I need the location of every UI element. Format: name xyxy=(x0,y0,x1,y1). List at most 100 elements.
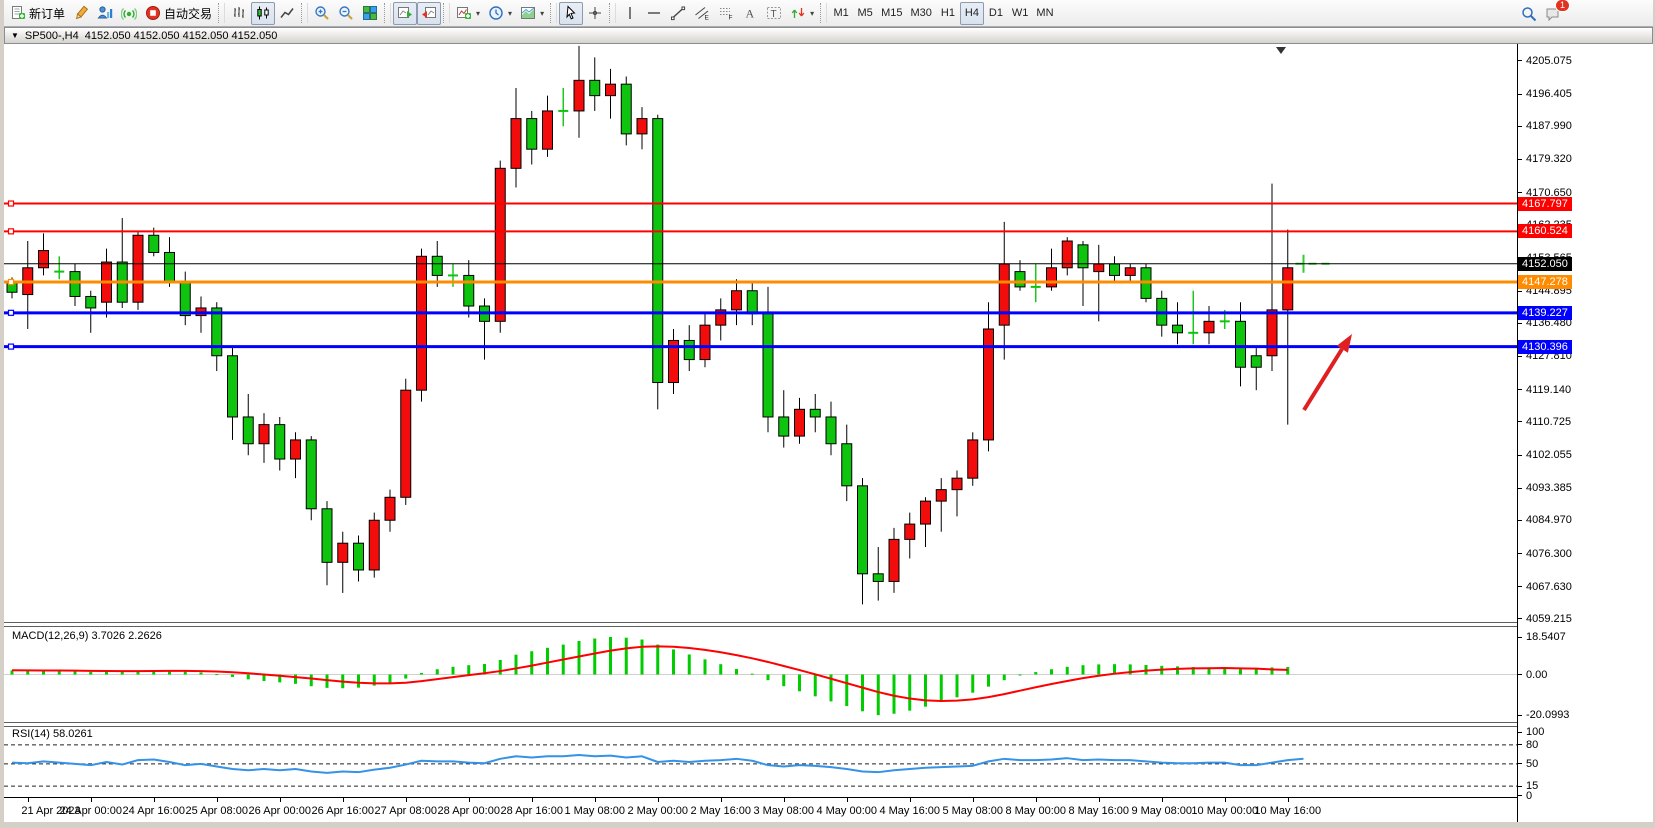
tf-w1-button[interactable]: W1 xyxy=(1008,2,1033,25)
indicators-button[interactable]: ▾ xyxy=(452,2,484,25)
candle xyxy=(699,313,711,368)
horizontal-line-button[interactable] xyxy=(642,2,666,25)
chevron-down-icon[interactable]: ▾ xyxy=(540,8,545,18)
candle xyxy=(904,512,916,559)
toolbar-right: 1 xyxy=(1517,0,1570,26)
vertical-line-icon xyxy=(629,7,631,19)
macd-histogram-bar xyxy=(1254,667,1258,675)
tf-mn-button[interactable]: MN xyxy=(1032,2,1057,25)
time-label: 28 Apr 00:00 xyxy=(437,805,500,817)
tile-windows-button[interactable] xyxy=(358,2,382,25)
macd-histogram-bar xyxy=(10,670,14,675)
zoom-out-button[interactable] xyxy=(334,2,358,25)
trendline-button[interactable] xyxy=(666,2,690,25)
time-tick xyxy=(90,798,92,802)
price-chart-canvas[interactable] xyxy=(4,44,1517,622)
tf-h1-button-label: H1 xyxy=(940,7,955,19)
time-label: 21 Apr 2023 xyxy=(21,805,81,817)
candle xyxy=(935,478,947,532)
candle xyxy=(857,478,868,605)
line-chart-button[interactable] xyxy=(275,2,299,25)
time-tick xyxy=(1035,798,1037,802)
time-tick xyxy=(1287,798,1289,802)
tf-m30-button[interactable]: M30 xyxy=(907,2,936,25)
chevron-down-icon[interactable]: ▾ xyxy=(476,8,481,18)
time-tick xyxy=(909,798,911,802)
rsi-canvas[interactable] xyxy=(4,727,1517,797)
line-anchor-icon[interactable] xyxy=(7,343,15,350)
chart-content: MACD(12,26,9) 3.7026 2.2626 RSI(14) 58.0… xyxy=(4,44,1653,822)
svg-text:A: A xyxy=(746,7,755,21)
algo-trading-button[interactable]: 自动交易 xyxy=(141,2,216,25)
vertical-line-button[interactable] xyxy=(618,2,642,25)
tf-d1-button[interactable]: D1 xyxy=(984,2,1008,25)
time-tick xyxy=(405,798,407,802)
chart-shift-icon xyxy=(422,7,437,18)
rsi-panel[interactable]: RSI(14) 58.0261 xyxy=(4,727,1517,797)
macd-histogram-bar xyxy=(1097,664,1101,675)
algo-trading-button-label: 自动交易 xyxy=(164,6,213,21)
tf-h4-button[interactable]: H4 xyxy=(959,1,984,25)
line-anchor-icon[interactable] xyxy=(7,200,15,207)
zoom-in-button[interactable] xyxy=(310,2,334,25)
arrows-button[interactable]: ▾ xyxy=(786,2,818,25)
time-label: 4 May 00:00 xyxy=(816,805,878,817)
crosshair-button[interactable] xyxy=(583,2,607,25)
time-tick xyxy=(846,798,848,802)
candle xyxy=(353,535,364,582)
equidistant-channel-button[interactable]: E xyxy=(690,2,714,25)
up-trend-arrow[interactable] xyxy=(1302,334,1352,412)
cursor-button[interactable] xyxy=(559,1,584,25)
tf-m1-button[interactable]: M1 xyxy=(829,2,853,25)
pencil-button[interactable] xyxy=(69,2,93,25)
tf-m1-button-label: M1 xyxy=(833,7,849,19)
macd-panel[interactable]: MACD(12,26,9) 3.7026 2.2626 xyxy=(4,627,1517,722)
chevron-down-icon[interactable]: ▾ xyxy=(508,8,513,18)
tf-m15-button[interactable]: M15 xyxy=(877,2,906,25)
line-anchor-icon[interactable] xyxy=(7,278,15,286)
candle xyxy=(605,68,616,119)
signal-button[interactable] xyxy=(117,2,141,25)
text-label-button[interactable]: T xyxy=(762,2,786,25)
panel-splitter[interactable] xyxy=(4,722,1517,727)
macd-histogram-bar xyxy=(530,651,534,675)
fibonacci-button[interactable]: F xyxy=(714,2,738,25)
notifications-button[interactable]: 1 xyxy=(1541,0,1570,25)
toolbar-group-draw: E F A T ▾ xyxy=(618,1,818,26)
macd-histogram-bar xyxy=(451,666,455,675)
axis-tick: 18.5407 xyxy=(1518,631,1566,643)
tf-d1-button-label: D1 xyxy=(988,7,1003,19)
toolbar-group-pointer xyxy=(559,1,607,26)
chart-shift-button[interactable] xyxy=(417,1,442,25)
tf-h1-button[interactable]: H1 xyxy=(936,2,960,25)
text-button[interactable]: A xyxy=(738,2,762,25)
macd-histogram-bar xyxy=(231,674,234,677)
market-watch-button[interactable] xyxy=(93,2,117,25)
macd-canvas[interactable] xyxy=(4,627,1517,722)
auto-scroll-button[interactable] xyxy=(393,1,418,25)
tf-m5-button[interactable]: M5 xyxy=(853,2,877,25)
macd-histogram-bar xyxy=(861,674,864,712)
candlestick-button[interactable] xyxy=(251,1,276,25)
macd-histogram-bar xyxy=(546,647,549,675)
search-button[interactable] xyxy=(1517,2,1541,25)
axis-tick: 4136.480 xyxy=(1518,317,1572,329)
time-tick xyxy=(153,798,155,802)
price-panel[interactable] xyxy=(4,44,1517,622)
axis-tick: 0 xyxy=(1518,790,1532,802)
collapse-chart-icon[interactable]: ▼ xyxy=(11,31,19,40)
chevron-down-icon[interactable]: ▾ xyxy=(810,8,815,18)
bar-chart-button[interactable] xyxy=(227,2,251,25)
arrows-icon xyxy=(791,8,805,18)
panel-splitter[interactable] xyxy=(4,622,1517,627)
templates-button[interactable]: ▾ xyxy=(516,2,548,25)
toolbar-group-trade: 新订单 自动交易 xyxy=(6,1,216,26)
time-tick xyxy=(594,798,596,802)
line-anchor-icon[interactable] xyxy=(7,309,15,316)
axis-tick: 80 xyxy=(1518,739,1538,751)
macd-histogram-bar xyxy=(1034,672,1038,675)
periods-button[interactable]: ▾ xyxy=(484,2,516,25)
new-order-button[interactable]: 新订单 xyxy=(6,2,69,25)
line-anchor-icon[interactable] xyxy=(7,228,15,235)
